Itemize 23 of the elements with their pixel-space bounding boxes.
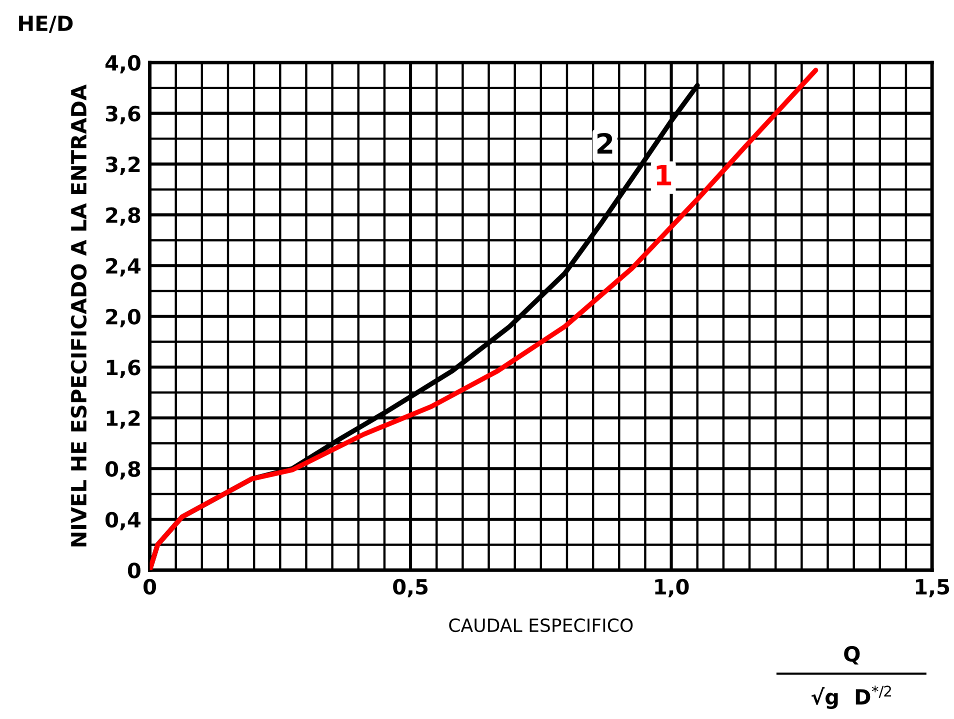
y-tick-label: 2,0 bbox=[106, 308, 140, 328]
y-tick-label: 2,4 bbox=[106, 258, 140, 276]
text: HE/D bbox=[19, 16, 73, 33]
line-series bbox=[150, 68, 818, 570]
text: √g D$^{*/2}$ bbox=[811, 686, 891, 709]
series-label: 1 bbox=[656, 165, 672, 186]
series-label: 2 bbox=[597, 132, 612, 154]
x-tick-label: 0,5 bbox=[393, 578, 428, 598]
x-axis-title: CAUDAL ESPECIFICO bbox=[449, 618, 633, 632]
x-tick-label: 1,0 bbox=[655, 578, 689, 598]
y-tick-label: 2,8 bbox=[106, 207, 140, 226]
y-tick-label: 1,2 bbox=[106, 410, 140, 429]
y-tick-label: 1,6 bbox=[106, 360, 140, 378]
x-tick-label: 0 bbox=[144, 578, 156, 595]
y-tick-label: 0,8 bbox=[106, 461, 140, 480]
text: Q bbox=[844, 646, 860, 665]
y-axis-title: NIVEL HE ESPECIFICADO A LA ENTRADA bbox=[70, 84, 87, 546]
x-tick-label: 1,5 bbox=[916, 579, 950, 598]
y-tick-label: 0,4 bbox=[106, 512, 140, 530]
y-tick-label: 3,6 bbox=[106, 106, 140, 124]
y-tick-label: 3,2 bbox=[106, 156, 140, 175]
y-tick-label: 0 bbox=[128, 562, 140, 578]
y-tick-label: 4,0 bbox=[105, 55, 140, 74]
